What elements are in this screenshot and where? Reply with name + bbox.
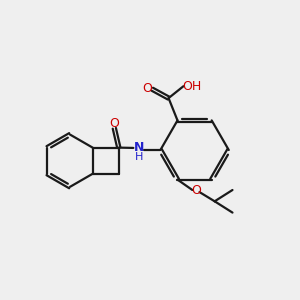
Text: N: N (134, 141, 144, 154)
Text: O: O (142, 82, 152, 95)
Text: O: O (192, 184, 202, 196)
Text: H: H (134, 152, 143, 162)
Text: OH: OH (182, 80, 201, 93)
Text: O: O (109, 117, 119, 130)
